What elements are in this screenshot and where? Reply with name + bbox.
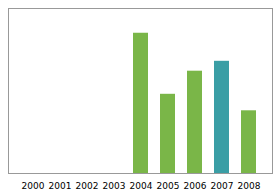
svg-text:2005: 2005	[157, 181, 180, 191]
svg-text:2000: 2000	[22, 181, 45, 191]
svg-text:2006: 2006	[184, 181, 207, 191]
svg-text:2004: 2004	[130, 181, 153, 191]
svg-text:2002: 2002	[76, 181, 99, 191]
svg-text:2008: 2008	[238, 181, 261, 191]
svg-text:2001: 2001	[49, 181, 72, 191]
svg-text:2007: 2007	[211, 181, 234, 191]
svg-text:2003: 2003	[103, 181, 126, 191]
